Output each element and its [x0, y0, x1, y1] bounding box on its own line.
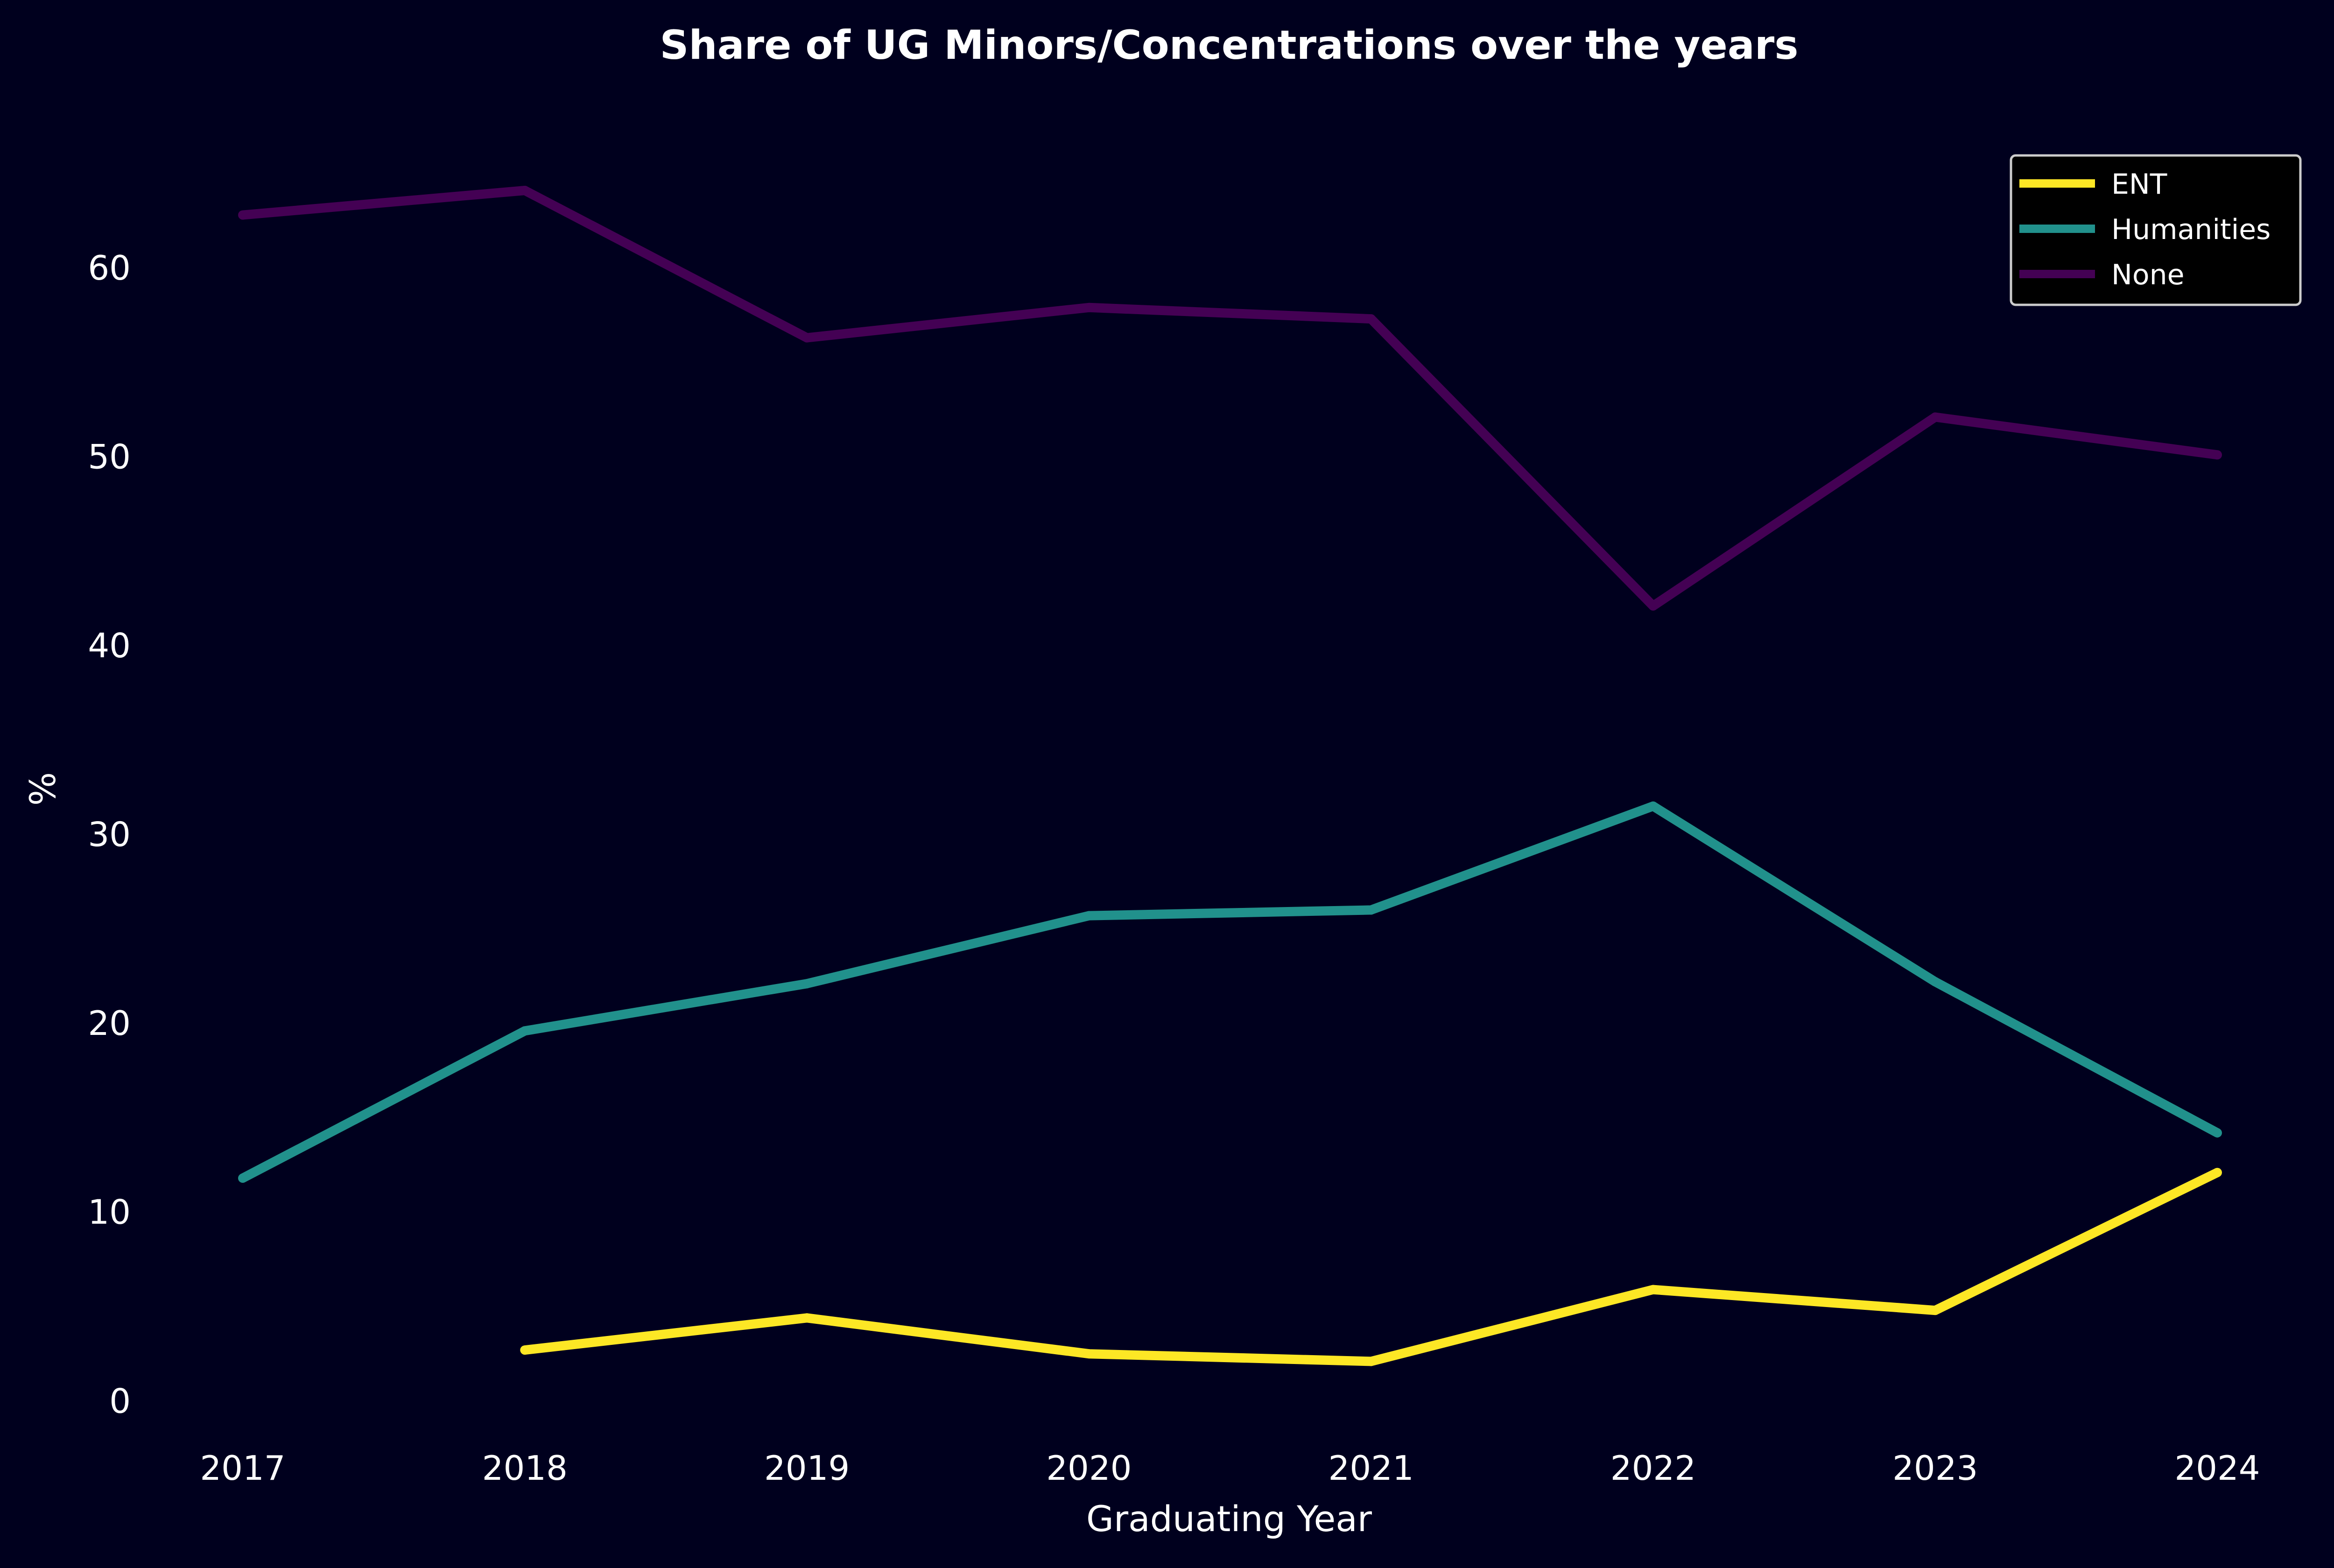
data-point-none: [802, 333, 812, 343]
data-point-humanities: [238, 1173, 247, 1183]
y-tick-label: 60: [88, 248, 131, 288]
data-point-humanities: [1084, 911, 1094, 921]
data-point-humanities: [1366, 905, 1376, 915]
data-point-none: [2213, 450, 2222, 460]
data-point-none: [238, 210, 247, 220]
data-point-ent: [1930, 1306, 1940, 1315]
chart-title: Share of UG Minors/Concentrations over t…: [660, 22, 1798, 69]
y-tick-label: 40: [88, 626, 131, 665]
series-line-ent: [524, 1168, 2220, 1366]
legend-label: None: [2111, 259, 2185, 291]
x-tick-label: 2021: [1329, 1448, 1414, 1488]
data-point-none: [1366, 314, 1376, 324]
y-axis-label: %: [22, 772, 63, 806]
legend: ENT Humanities None: [2010, 154, 2302, 306]
x-axis-ticks: 2017 2018 2019 2020 2021 2022 2023 2024: [200, 1448, 2260, 1488]
data-point-ent: [1084, 1349, 1094, 1359]
legend-label: Humanities: [2111, 213, 2271, 246]
x-tick-label: 2018: [482, 1448, 568, 1488]
y-tick-label: 30: [88, 815, 131, 854]
y-tick-label: 10: [88, 1193, 131, 1232]
legend-label: ENT: [2111, 168, 2167, 201]
data-point-ent: [2213, 1167, 2222, 1177]
x-tick-label: 2022: [1610, 1448, 1696, 1488]
data-point-none: [1930, 412, 1940, 422]
y-tick-label: 20: [88, 1004, 131, 1043]
data-point-none: [1648, 601, 1658, 611]
y-tick-label: 0: [109, 1381, 131, 1420]
series-line-none: [242, 186, 2218, 611]
x-tick-label: 2024: [2174, 1448, 2260, 1488]
series-line-humanities: [240, 801, 2220, 1182]
data-point-none: [1084, 302, 1094, 312]
x-tick-label: 2019: [764, 1448, 850, 1488]
data-point-ent: [1648, 1285, 1658, 1294]
data-point-humanities: [802, 979, 812, 989]
data-point-humanities: [520, 1026, 530, 1036]
data-point-ent: [802, 1313, 812, 1323]
legend-box: [2010, 154, 2302, 306]
data-point-humanities: [2213, 1128, 2222, 1138]
x-tick-label: 2023: [1892, 1448, 1978, 1488]
data-point-ent: [1366, 1357, 1376, 1366]
series-layer: [238, 186, 2222, 1366]
y-axis-ticks: 0 10 20 30 40 50 60: [88, 248, 131, 1420]
data-point-none: [520, 186, 530, 196]
x-tick-label: 2020: [1046, 1448, 1132, 1488]
x-axis-label: Graduating Year: [1086, 1498, 1372, 1540]
data-point-humanities: [1648, 801, 1658, 811]
x-tick-label: 2017: [200, 1448, 285, 1488]
data-point-humanities: [1930, 977, 1940, 987]
data-point-ent: [520, 1345, 530, 1355]
y-tick-label: 50: [88, 437, 131, 476]
